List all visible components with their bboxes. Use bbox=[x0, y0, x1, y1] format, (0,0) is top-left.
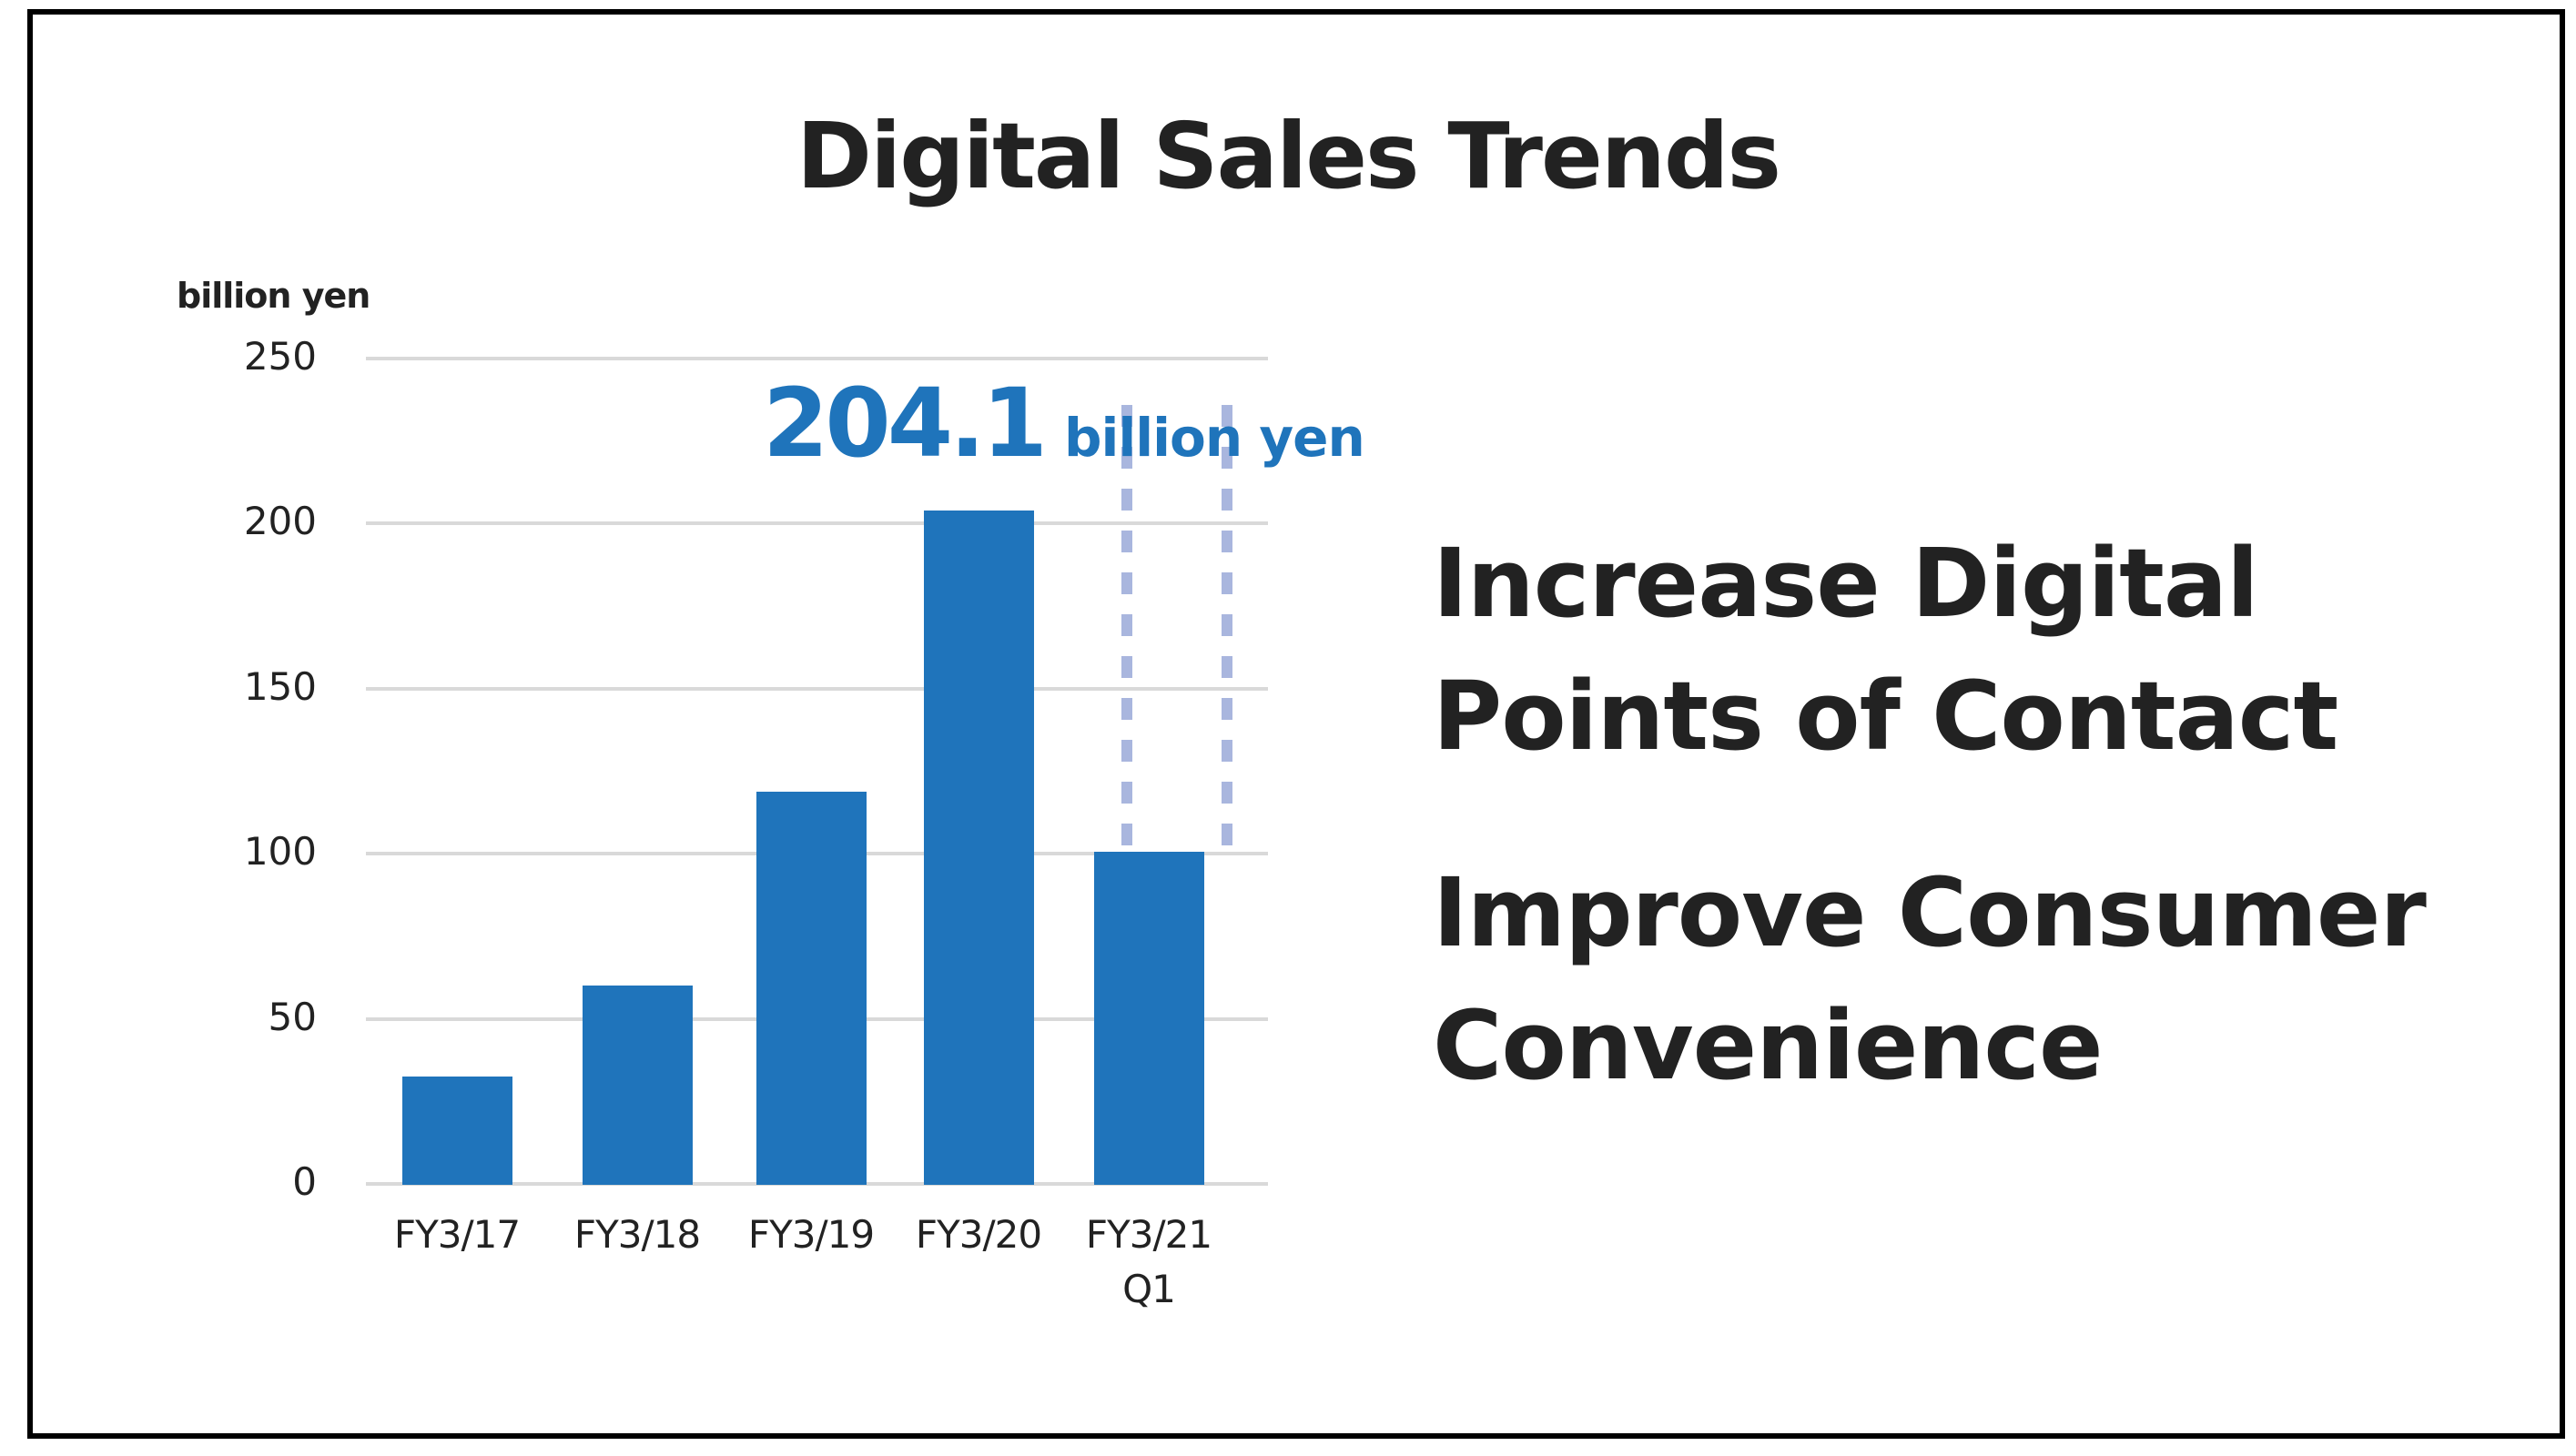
projection-dashed-line bbox=[1222, 405, 1232, 854]
key-point-line: Improve Consumer bbox=[1433, 857, 2427, 968]
peak-annotation-value: 204.1 bbox=[763, 368, 1048, 479]
key-points: Increase Digital Points of Contact Impro… bbox=[1433, 517, 2427, 1112]
x-tick-label: FY3/19 bbox=[747, 1212, 875, 1257]
key-point-line: Points of Contact bbox=[1433, 661, 2338, 772]
y-tick-label: 200 bbox=[243, 499, 317, 544]
key-point-line: Convenience bbox=[1433, 990, 2104, 1101]
bar bbox=[756, 791, 867, 1185]
key-point-consumer-convenience: Improve Consumer Convenience bbox=[1433, 846, 2427, 1112]
gridline bbox=[366, 686, 1268, 691]
x-tick-label: FY3/17 bbox=[393, 1212, 521, 1257]
bar bbox=[923, 510, 1034, 1185]
gridline bbox=[366, 357, 1268, 360]
y-tick-label: 0 bbox=[292, 1159, 317, 1204]
bar bbox=[1093, 852, 1204, 1185]
y-tick-label: 50 bbox=[268, 994, 317, 1039]
projection-dashed-line bbox=[1121, 405, 1132, 854]
x-tick-label: FY3/18 bbox=[573, 1212, 701, 1257]
x-tick-label: FY3/21 Q1 bbox=[1085, 1212, 1212, 1311]
bar bbox=[582, 986, 693, 1185]
slide-title: Digital Sales Trends bbox=[796, 103, 1781, 209]
key-point-digital-contact: Increase Digital Points of Contact bbox=[1433, 517, 2426, 783]
x-tick-label: FY3/20 bbox=[915, 1212, 1042, 1257]
y-tick-label: 250 bbox=[243, 334, 317, 379]
key-point-line: Increase Digital bbox=[1433, 528, 2259, 639]
y-axis-unit-label: billion yen bbox=[177, 276, 370, 316]
y-tick-label: 150 bbox=[243, 663, 317, 709]
peak-annotation: 204.1 billion yen bbox=[763, 364, 1365, 511]
gridline bbox=[366, 521, 1268, 526]
bar bbox=[401, 1077, 512, 1185]
peak-annotation-unit: billion yen bbox=[1063, 407, 1365, 469]
slide-frame bbox=[27, 9, 2565, 1439]
y-tick-label: 100 bbox=[243, 829, 317, 875]
